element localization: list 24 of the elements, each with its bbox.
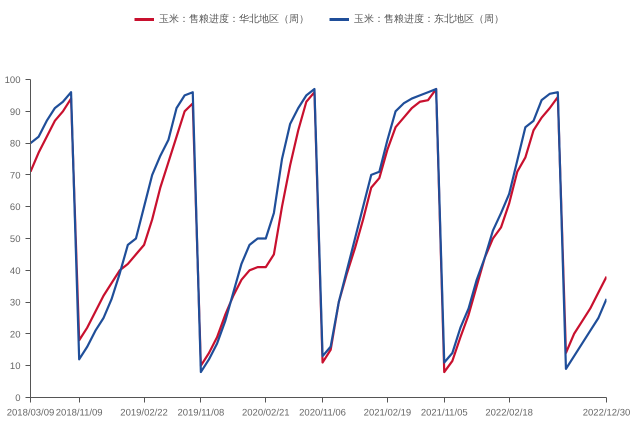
x-tick-label: 2022/02/18 (485, 408, 533, 418)
x-tick-label: 2022/12/30 (582, 408, 630, 418)
y-tick-label: 30 (10, 298, 21, 309)
legend-label: 玉米：售粮进度：东北地区（周） (354, 12, 504, 26)
y-tick-label: 80 (10, 138, 21, 150)
x-tick-label: 2019/02/22 (120, 408, 168, 418)
y-tick-label: 20 (10, 329, 21, 340)
y-tick-label: 10 (10, 361, 21, 372)
x-tick-label: 2018/03/09 (6, 408, 54, 418)
x-tick-label: 2020/11/06 (299, 408, 346, 418)
y-tick-label: 40 (10, 266, 21, 277)
y-tick-label: 70 (10, 170, 21, 182)
legend-label: 玉米：售粮进度：华北地区（周） (159, 12, 309, 26)
x-tick-label: 2019/11/08 (177, 408, 224, 418)
x-tick-label: 2021/11/05 (420, 408, 468, 418)
y-tick-label: 0 (15, 393, 21, 404)
x-tick-label: 2021/02/19 (364, 408, 412, 418)
y-tick-label: 90 (10, 106, 21, 118)
y-tick-label: 60 (10, 202, 21, 214)
x-tick-label: 2018/11/09 (56, 408, 103, 418)
line-series (30, 88, 606, 374)
y-tick-label: 50 (10, 234, 21, 245)
x-tick-label: 2020/02/21 (242, 408, 290, 418)
y-tick-label: 100 (4, 75, 21, 86)
